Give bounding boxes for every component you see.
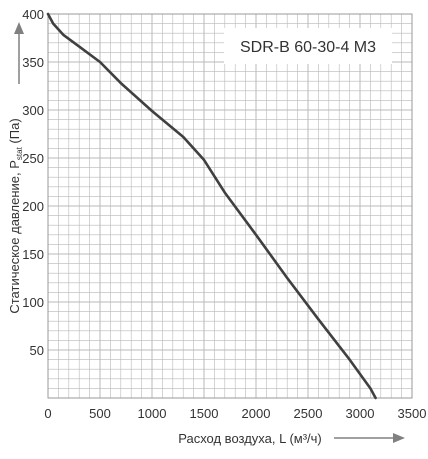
- x-tick-label: 0: [44, 406, 51, 421]
- x-tick-labels: 0 500 1000 1500 2000 2500 3000 3500: [44, 406, 426, 421]
- y-tick-label: 50: [30, 343, 44, 358]
- y-tick-label: 400: [22, 7, 44, 22]
- chart-title: SDR-B 60-30-4 M3: [240, 39, 376, 56]
- y-axis-arrow-head: [14, 22, 24, 34]
- x-tick-label: 500: [89, 406, 111, 421]
- y-axis-title-unit: (Па): [7, 118, 22, 147]
- plot-border: [47, 13, 413, 399]
- y-tick-labels: 50 100 150 200 250 300 350 400: [22, 7, 44, 358]
- y-tick-label: 200: [22, 199, 44, 214]
- x-axis-title: Расход воздуха, L (м³/ч): [178, 431, 322, 446]
- y-axis-title-main: Статическое давление, P: [7, 160, 22, 314]
- x-axis-arrow-head: [393, 433, 405, 443]
- grid: [47, 13, 413, 399]
- y-axis-title: Статическое давление, Pstat (Па): [7, 118, 24, 313]
- x-tick-label: 3000: [346, 406, 375, 421]
- y-axis-title-subscript: stat: [15, 146, 24, 160]
- series-group: [46, 12, 377, 400]
- x-tick-label: 2500: [294, 406, 323, 421]
- x-tick-label: 1500: [190, 406, 219, 421]
- y-tick-label: 350: [22, 55, 44, 70]
- plot-frame: [47, 13, 413, 399]
- series-line: [46, 12, 377, 400]
- title-box: [224, 28, 392, 64]
- x-tick-label: 1000: [138, 406, 167, 421]
- x-tick-label: 2000: [242, 406, 271, 421]
- y-tick-label: 300: [22, 103, 44, 118]
- x-tick-label: 3500: [398, 406, 427, 421]
- y-tick-label: 250: [22, 151, 44, 166]
- y-tick-label: 100: [22, 295, 44, 310]
- y-tick-label: 150: [22, 247, 44, 262]
